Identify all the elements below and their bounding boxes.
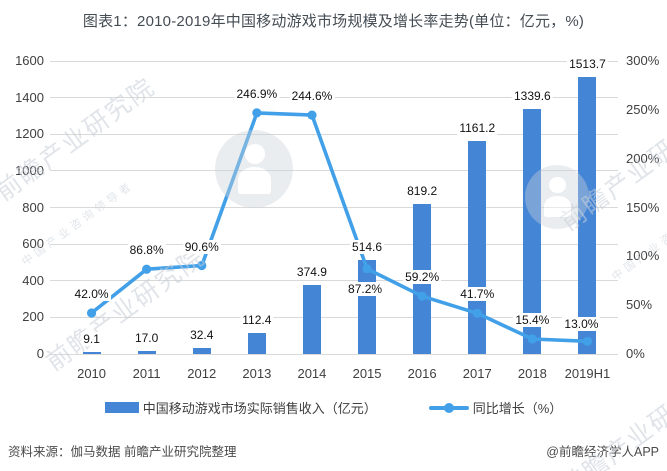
chart-title: 图表1：2010-2019年中国移动游戏市场规模及增长率走势(单位：亿元，%) (82, 13, 585, 30)
y-axis-right-tick: 100% (626, 248, 660, 264)
x-axis-label: 2016 (407, 366, 437, 381)
bar-value-label: 1161.2 (457, 121, 498, 136)
x-axis-label: 2017 (462, 366, 492, 381)
y-axis-left-tick: 1000 (15, 162, 44, 178)
y-axis-right-tick: 250% (626, 101, 660, 117)
legend-bar-label: 中国移动游戏市场实际销售收入（亿元） (142, 401, 377, 416)
gridline (50, 353, 618, 355)
bar-swatch-icon (104, 402, 139, 413)
bar-2010 (82, 352, 101, 354)
y-axis-left-tick: 600 (22, 236, 44, 252)
x-axis-label: 2015 (352, 366, 382, 381)
line-value-label: 41.7% (458, 287, 497, 302)
y-axis-right-tick: 50% (626, 297, 653, 313)
x-axis-label: 2014 (297, 366, 327, 381)
y-axis-left-tick: 400 (22, 272, 44, 288)
y-axis-left-tick: 200 (22, 309, 44, 325)
watermark-text: 前瞻产业研究院 (555, 102, 667, 237)
line-value-label: 42.0% (72, 286, 111, 301)
bar-value-label: 32.4 (188, 328, 216, 343)
line-value-label: 246.9% (234, 86, 280, 101)
legend-item-bar: 中国移动游戏市场实际销售收入（亿元） (104, 398, 377, 417)
bar-value-label: 514.6 (350, 239, 385, 254)
source-text: 资料来源：伽马数据 前瞻产业研究院整理 (8, 445, 237, 459)
legend-item-line: 同比增长（%） (428, 398, 563, 417)
line-value-label: 59.2% (403, 270, 442, 285)
x-axis-label: 2010 (77, 366, 107, 381)
bar-value-label: 1513.7 (567, 56, 608, 71)
line-point-2013 (252, 108, 262, 118)
bar-value-label: 9.1 (81, 332, 102, 347)
y-axis-left-tick: 0 (36, 346, 44, 361)
bar-2013 (247, 333, 266, 354)
x-axis-label: 2011 (132, 366, 161, 381)
line-value-label: 90.6% (182, 239, 221, 254)
line-value-label: 244.6% (289, 89, 335, 104)
watermark-subtext: 中国产业咨询领导者 (19, 179, 137, 269)
y-axis-left-tick: 1400 (15, 89, 44, 105)
watermark-text: 前瞻产业研究院 (40, 242, 211, 377)
line-value-label: 86.8% (127, 243, 166, 258)
credit-text: @前瞻经济学人APP (546, 445, 659, 459)
gridline (50, 60, 618, 62)
y-axis-right-tick: 300% (626, 53, 660, 68)
line-value-label: 13.0% (562, 317, 601, 332)
bar-value-label: 112.4 (240, 313, 274, 328)
legend-line-label: 同比增长（%） (472, 401, 563, 416)
x-axis-label: 2012 (187, 366, 217, 381)
line-point-2014 (307, 110, 317, 120)
x-axis-label: 2018 (517, 366, 547, 381)
y-axis-left-tick: 800 (22, 199, 44, 215)
legend: 中国移动游戏市场实际销售收入（亿元） 同比增长（%） (0, 398, 667, 417)
growth-line (90, 111, 588, 344)
bar-2017 (468, 141, 487, 354)
bar-value-label: 1339.6 (511, 88, 553, 103)
watermark-logo-icon (215, 130, 293, 208)
y-axis-right-tick: 200% (626, 150, 660, 166)
y-axis-left-tick: 1600 (15, 53, 44, 68)
bar-2011 (137, 350, 156, 354)
bar-2012 (192, 348, 211, 354)
x-axis-label: 2013 (242, 366, 272, 381)
line-point-2011 (142, 264, 152, 274)
bar-2019H1 (578, 76, 597, 354)
line-value-label: 15.4% (513, 312, 552, 327)
bar-value-label: 819.2 (405, 183, 440, 198)
bar-value-label: 17.0 (132, 330, 161, 345)
bar-2015 (358, 259, 377, 354)
footer: 资料来源：伽马数据 前瞻产业研究院整理 @前瞻经济学人APP (0, 441, 667, 460)
y-axis-right-tick: 150% (626, 199, 660, 215)
line-point-2012 (197, 260, 207, 271)
line-swatch-icon (428, 402, 469, 413)
y-axis-right-tick: 0% (626, 346, 645, 361)
y-axis-left-tick: 1200 (15, 126, 44, 142)
bar-value-label: 374.9 (294, 265, 329, 280)
bar-2014 (302, 285, 321, 354)
x-axis-label: 2019H1 (564, 366, 611, 381)
line-value-label: 87.2% (346, 281, 385, 296)
